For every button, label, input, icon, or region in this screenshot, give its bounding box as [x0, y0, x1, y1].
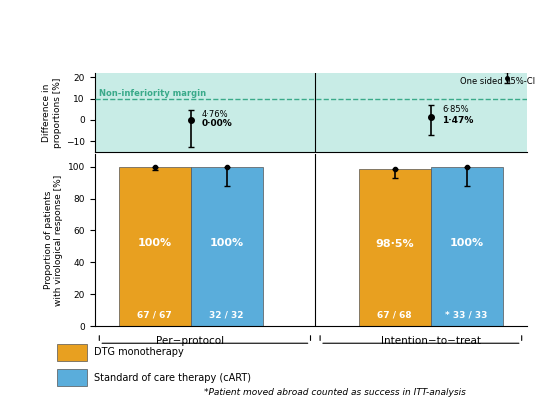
Text: 1·47%: 1·47% [442, 116, 474, 125]
Text: DTG monotherapy: DTG monotherapy [94, 347, 184, 357]
Text: *Patient moved abroad counted as success in ITT-analysis: *Patient moved abroad counted as success… [204, 388, 465, 397]
Y-axis label: Difference in
proportions [%]: Difference in proportions [%] [42, 77, 62, 147]
Bar [191, 166, 262, 326]
FancyBboxPatch shape [57, 369, 86, 386]
Text: 67 / 67: 67 / 67 [137, 311, 172, 320]
Text: non-inferior to cART: non-inferior to cART [144, 44, 396, 64]
Text: 100%: 100% [138, 238, 172, 248]
Text: * 33 / 33: * 33 / 33 [446, 311, 488, 320]
Text: Dolutegravir monotherapy: Dolutegravir monotherapy [103, 14, 437, 34]
Y-axis label: Proportion of patients
with virological response [%]: Proportion of patients with virological … [44, 174, 63, 306]
Bar [118, 166, 191, 326]
Bar [359, 169, 430, 326]
Text: 67 / 68: 67 / 68 [377, 311, 412, 320]
Text: 98·5%: 98·5% [375, 239, 414, 249]
Text: 0·00%: 0·00% [202, 119, 233, 128]
Text: 4·76%: 4·76% [202, 110, 228, 119]
Text: 32 / 32: 32 / 32 [210, 311, 244, 320]
Text: 100%: 100% [210, 238, 244, 248]
Text: Non-inferiority margin: Non-inferiority margin [99, 89, 206, 98]
Text: 100%: 100% [449, 238, 483, 248]
Text: Standard of care therapy (cART): Standard of care therapy (cART) [94, 373, 251, 383]
FancyBboxPatch shape [57, 343, 86, 361]
Bar [430, 166, 503, 326]
Text: 6·85%: 6·85% [442, 105, 469, 114]
Text: One sided 95%-CI: One sided 95%-CI [460, 77, 535, 86]
